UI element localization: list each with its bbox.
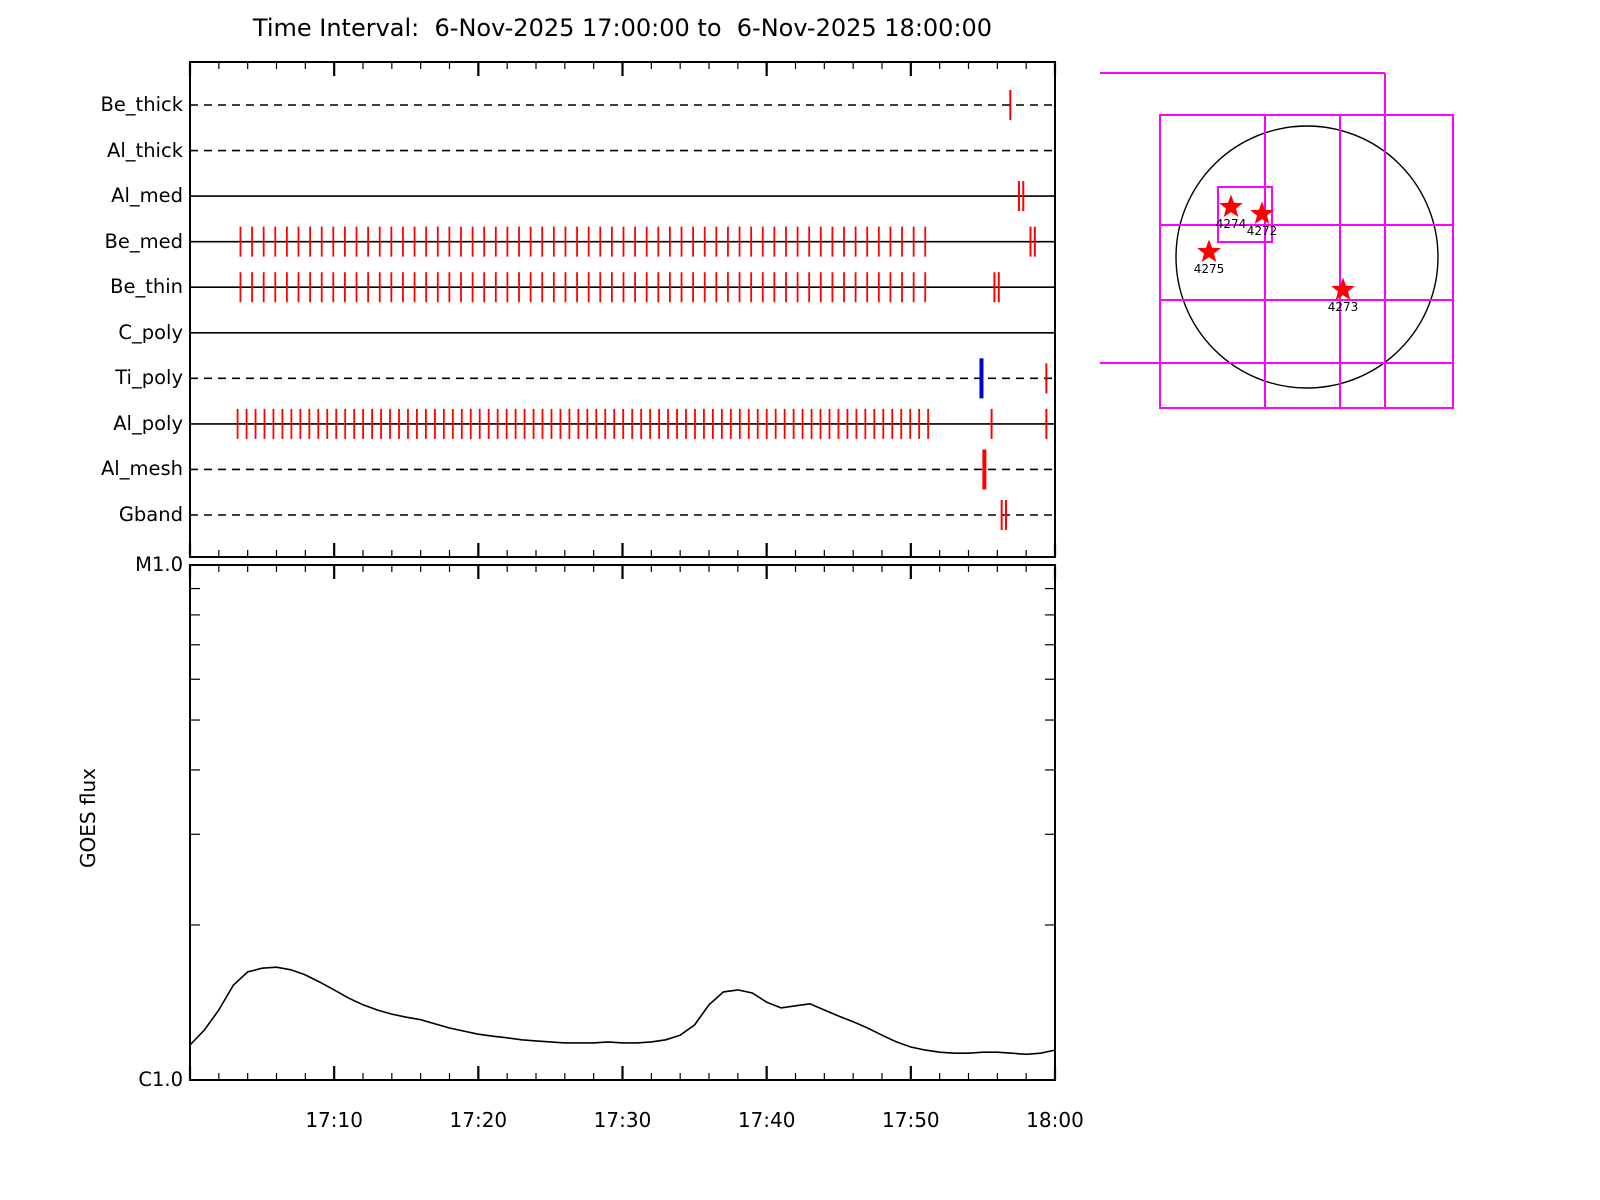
filter-label-Gband: Gband: [118, 503, 183, 526]
goes-axis-max-label: M1.0: [135, 553, 183, 576]
filter-label-Be_med: Be_med: [104, 229, 184, 253]
filter-label-Ti_poly: Ti_poly: [115, 366, 183, 390]
active-region-star-4272: [1250, 201, 1274, 225]
active-region-label-4273: 4273: [1328, 300, 1359, 314]
timeline-row-Al_poly: [190, 408, 1055, 439]
solar-disk-map: 4274 4272 4275 4273: [1100, 72, 1454, 409]
figure-title: Time Interval: 6-Nov-2025 17:00:00 to 6-…: [252, 14, 993, 42]
goes-panel-border: [189, 564, 1056, 1081]
timeline-row-Gband: [190, 500, 1055, 530]
time-tick-label-17:40: 17:40: [737, 1108, 796, 1132]
active-region-star-4273: [1331, 277, 1355, 301]
time-tick-label-17:10: 17:10: [305, 1108, 363, 1132]
active-region-label-4275: 4275: [1194, 262, 1225, 276]
timeline-row-Al_med: [190, 181, 1055, 212]
solar-limb-circle: [1175, 125, 1439, 389]
filter-label-Al_med: Al_med: [111, 184, 183, 208]
timeline-row-Al_mesh: [190, 449, 1055, 490]
time-tick-label-18:00: 18:00: [1026, 1108, 1084, 1132]
filter-label-Al_thick: Al_thick: [107, 138, 183, 162]
filter-label-Al_poly: Al_poly: [113, 411, 183, 435]
goes-flux-curve: [189, 966, 1056, 1056]
fov-overlay-rect: [1217, 186, 1273, 243]
timeline-row-Be_med: [190, 226, 1055, 257]
timeline-row-Ti_poly: [190, 358, 1055, 399]
fov-overlay-rect: [1159, 114, 1454, 409]
time-tick-label-17:20: 17:20: [449, 1108, 508, 1132]
time-tick-label-17:50: 17:50: [882, 1108, 940, 1132]
filter-label-Be_thin: Be_thin: [110, 275, 183, 299]
active-region-star-4275: [1197, 239, 1221, 263]
time-tick-label-17:30: 17:30: [593, 1108, 652, 1132]
filter-label-Al_mesh: Al_mesh: [100, 457, 183, 481]
timeline-panel-border: [189, 61, 1056, 558]
timeline-row-Be_thick: [190, 90, 1055, 120]
goes-axis-min-label: C1.0: [138, 1068, 183, 1091]
active-region-label-4272: 4272: [1247, 224, 1278, 238]
filter-label-C_poly: C_poly: [118, 320, 183, 344]
timeline-row-Be_thin: [190, 272, 1055, 303]
filter-label-Be_thick: Be_thick: [100, 93, 183, 116]
active-region-star-4274: [1219, 194, 1243, 218]
active-region-label-4274: 4274: [1216, 217, 1247, 231]
